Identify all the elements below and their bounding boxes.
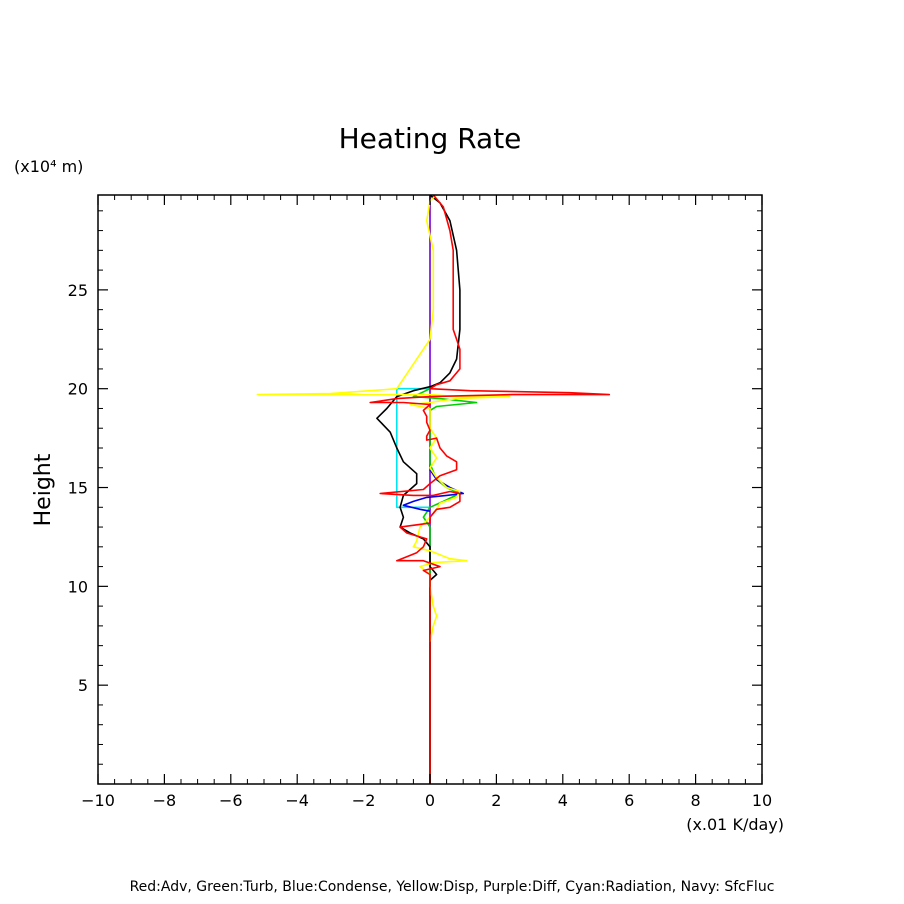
series-line-red-adv <box>369 194 611 784</box>
series-line-cyan-radiation <box>395 387 430 509</box>
legend-caption: Red:Adv, Green:Turb, Blue:Condense, Yell… <box>130 879 775 895</box>
x-tick-label: −10 <box>81 791 115 810</box>
chart-title: Heating Rate <box>339 122 522 155</box>
x-tick-label: −8 <box>153 791 177 810</box>
y-tick-label: 25 <box>68 281 88 300</box>
y-tick-label: 20 <box>68 380 88 399</box>
x-axis-label: (x.01 K/day) <box>686 815 784 834</box>
x-tick-label: 0 <box>425 791 435 810</box>
x-tick-label: 10 <box>752 791 772 810</box>
x-tick-label: −4 <box>285 791 309 810</box>
y-unit-label: (x10⁴ m) <box>14 157 83 176</box>
y-tick-label: 15 <box>68 479 88 498</box>
x-tick-label: 6 <box>624 791 634 810</box>
series-line-green-turb <box>412 387 478 784</box>
x-tick-label: 2 <box>491 791 501 810</box>
x-tick-label: −2 <box>352 791 376 810</box>
y-tick-label: 10 <box>68 577 88 596</box>
y-tick-label: 5 <box>78 676 88 695</box>
x-tick-label: −6 <box>219 791 243 810</box>
y-axis-label: Height <box>31 453 56 526</box>
series-layer <box>256 194 611 784</box>
series-line-yellow-disp <box>256 194 511 642</box>
ticks-layer: −10 −8 −6 −4 −2 0 2 4 6 8 10 5 10 15 20 25 <box>68 195 772 810</box>
plot-frame <box>97 194 763 785</box>
x-tick-label: 8 <box>691 791 701 810</box>
x-tick-label: 4 <box>558 791 568 810</box>
series-line-black <box>376 194 461 784</box>
